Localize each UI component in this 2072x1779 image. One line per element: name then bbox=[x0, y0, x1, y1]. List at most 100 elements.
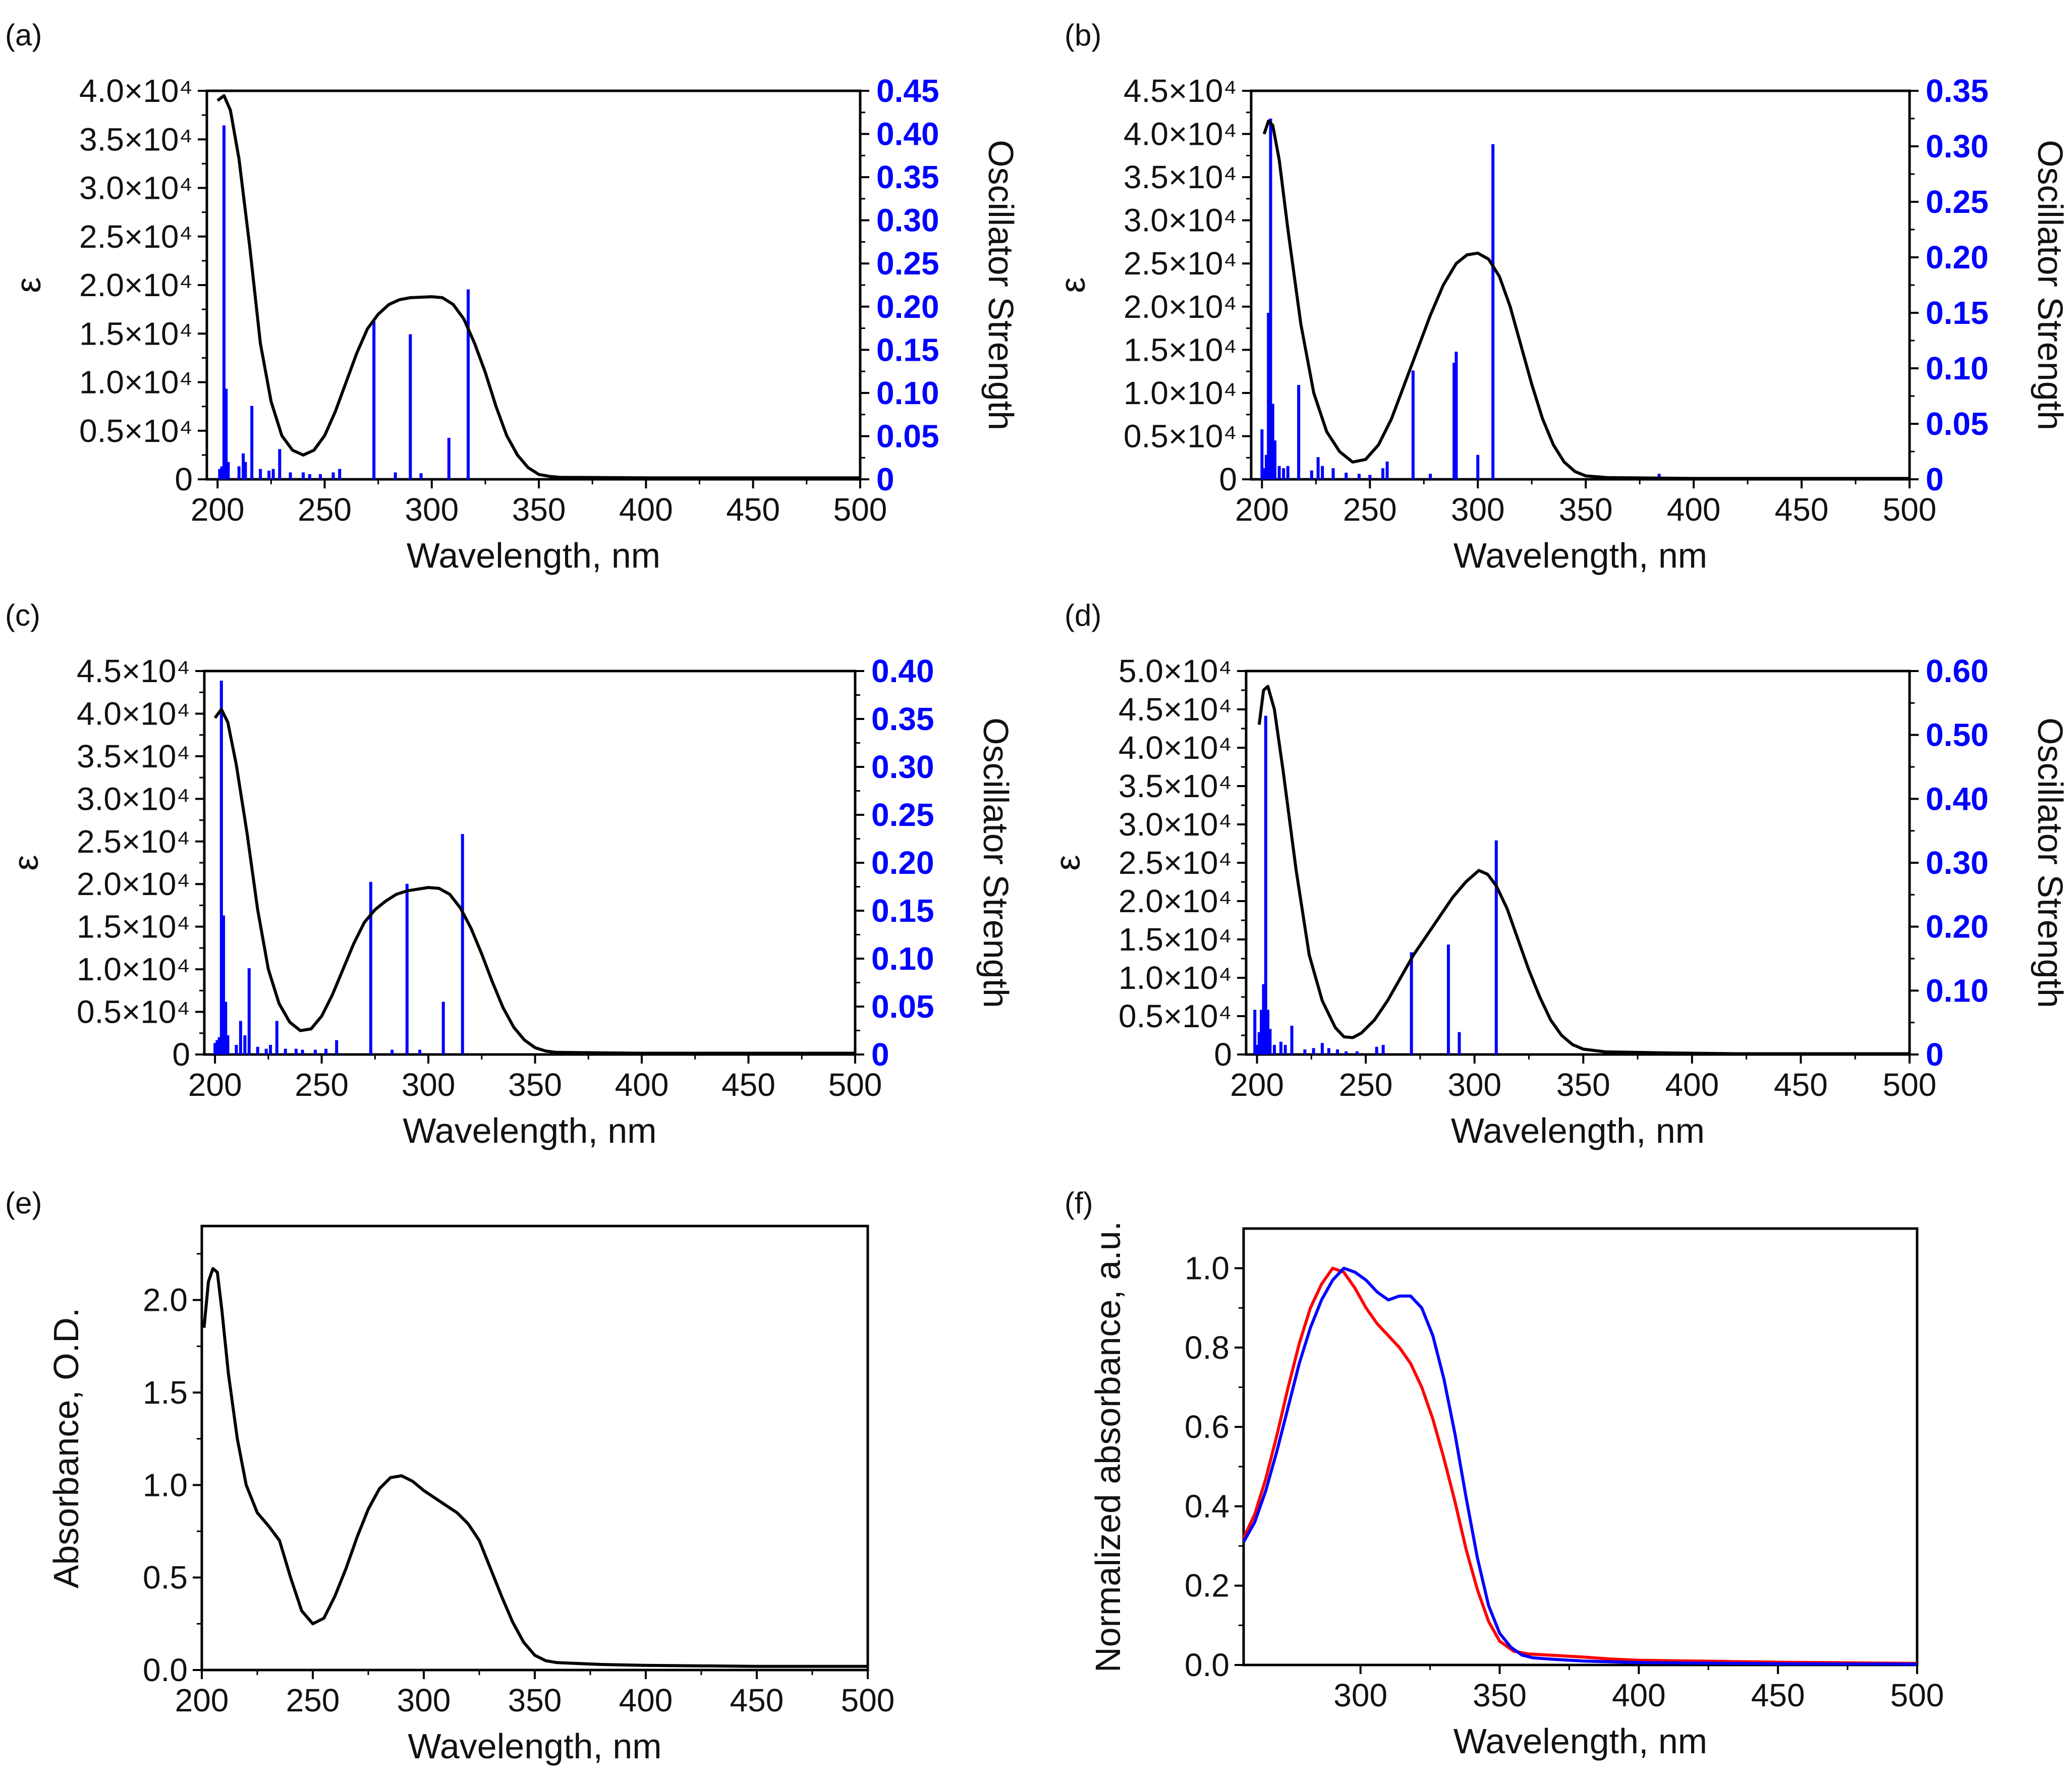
x-tick-label: 250 bbox=[295, 1067, 349, 1103]
x-axis-title: Wavelength, nm bbox=[1453, 536, 1707, 575]
y-tick-label: 3.0×10⁴ bbox=[79, 170, 193, 206]
x-tick-label: 500 bbox=[1883, 491, 1937, 528]
x-tick-label: 350 bbox=[512, 491, 566, 528]
y-tick-label: 2.5×10⁴ bbox=[79, 218, 193, 255]
y2-axis-title: Oscillator Strength bbox=[2031, 717, 2070, 1008]
panel-label-a: (a) bbox=[5, 18, 42, 52]
y-axis-title: Absorbance, O.D. bbox=[46, 1308, 86, 1588]
spectrum-curve bbox=[216, 94, 860, 480]
y2-tick-label: 0 bbox=[1926, 1036, 1944, 1073]
y-tick-label: 0 bbox=[1214, 1036, 1232, 1073]
panel-label-b: (b) bbox=[1065, 18, 1101, 52]
x-axis-title: Wavelength, nm bbox=[1453, 1721, 1707, 1761]
y-tick-label: 0 bbox=[172, 1036, 190, 1073]
x-axis-title: Wavelength, nm bbox=[403, 1111, 656, 1150]
y2-axis-title: Oscillator Strength bbox=[2031, 140, 2070, 430]
y2-tick-label: 0.35 bbox=[876, 159, 939, 195]
y2-tick-label: 0.35 bbox=[871, 701, 934, 737]
series-line-blue bbox=[1242, 1266, 1918, 1666]
y-tick-label: 1.0 bbox=[1185, 1250, 1229, 1287]
panel-label-d: (d) bbox=[1065, 598, 1101, 632]
y2-tick-label: 0.20 bbox=[1926, 239, 1989, 275]
y-tick-label: 0 bbox=[175, 461, 193, 497]
y-axis-title: Normalized absorbance, a.u. bbox=[1088, 1221, 1128, 1673]
x-axis-title: Wavelength, nm bbox=[408, 1727, 661, 1766]
y2-tick-label: 0.10 bbox=[1926, 350, 1989, 386]
y-tick-label: 3.5×10⁴ bbox=[79, 121, 193, 157]
y-tick-label: 0.6 bbox=[1185, 1409, 1229, 1445]
y-tick-label: 0.2 bbox=[1185, 1568, 1229, 1604]
panel-e: (e) 200 250 300 350 400 450 500 Wavelength, nm 0.… bbox=[5, 1186, 894, 1766]
y2-tick-label: 0.20 bbox=[876, 289, 939, 325]
x-tick-label: 350 bbox=[508, 1682, 562, 1718]
y2-tick-label: 0.05 bbox=[1926, 406, 1989, 442]
x-tick-label: 200 bbox=[1235, 491, 1289, 528]
y2-tick-label: 0.30 bbox=[876, 202, 939, 239]
x-tick-label: 200 bbox=[191, 491, 245, 528]
y2-tick-label: 0.05 bbox=[871, 988, 934, 1025]
y2-tick-label: 0.35 bbox=[1926, 73, 1989, 109]
y-tick-label: 4.0×10⁴ bbox=[1118, 730, 1232, 766]
x-tick-label: 450 bbox=[721, 1067, 775, 1103]
x-tick-label: 450 bbox=[1751, 1677, 1805, 1713]
y-tick-label: 1.0 bbox=[143, 1467, 188, 1503]
x-tick-label: 450 bbox=[1775, 491, 1829, 528]
y-tick-label: 3.0×10⁴ bbox=[77, 781, 190, 817]
panel-label-c: (c) bbox=[5, 598, 40, 632]
y2-tick-label: 0 bbox=[871, 1036, 889, 1073]
y2-tick-label: 0.10 bbox=[1926, 972, 1989, 1009]
x-tick-label: 300 bbox=[405, 491, 459, 528]
y2-tick-label: 0.25 bbox=[1926, 184, 1989, 220]
panel-a: (a) 200 250 300 350 400 450 500 Wavelength, nm 0 0… bbox=[5, 18, 1021, 575]
x-tick-label: 400 bbox=[615, 1067, 669, 1103]
plot-frame bbox=[1245, 670, 1911, 1056]
y-tick-label: 0.5 bbox=[143, 1560, 188, 1596]
spectrum-curve bbox=[213, 708, 855, 1055]
y-tick-label: 0.4 bbox=[1185, 1488, 1229, 1524]
y-tick-label: 2.5×10⁴ bbox=[1124, 245, 1237, 282]
x-tick-label: 500 bbox=[833, 491, 887, 528]
y2-tick-label: 0.15 bbox=[871, 893, 934, 929]
x-tick-label: 450 bbox=[1774, 1067, 1828, 1103]
x-tick-label: 350 bbox=[1556, 1067, 1610, 1103]
y-tick-label: 0.8 bbox=[1185, 1329, 1229, 1366]
panel-f: (f) 300 350 400 450 500 Wavelength, nm 0.0 0.2 0.… bbox=[1065, 1186, 1944, 1761]
plot-frame bbox=[1250, 89, 1911, 481]
plot-frame bbox=[1242, 1227, 1919, 1666]
x-tick-label: 450 bbox=[730, 1682, 784, 1718]
spectrum-curve bbox=[1262, 119, 1910, 480]
y2-tick-label: 0.30 bbox=[1926, 845, 1989, 881]
y2-tick-label: 0.10 bbox=[871, 940, 934, 977]
y-tick-label: 1.0×10⁴ bbox=[1124, 375, 1237, 411]
y-tick-label: 0 bbox=[1219, 461, 1237, 497]
spectrum-curve bbox=[1257, 685, 1910, 1055]
y-axis-title: ε bbox=[1048, 855, 1087, 870]
y-tick-label: 1.5 bbox=[143, 1374, 188, 1411]
y2-tick-label: 0.40 bbox=[876, 116, 939, 152]
x-tick-label: 400 bbox=[619, 491, 673, 528]
panel-label-f: (f) bbox=[1065, 1186, 1093, 1220]
x-tick-label: 400 bbox=[1667, 491, 1721, 528]
y2-tick-label: 0.10 bbox=[876, 375, 939, 411]
x-tick-label: 500 bbox=[841, 1682, 895, 1718]
x-tick-label: 500 bbox=[1883, 1067, 1937, 1103]
y2-tick-label: 0.25 bbox=[876, 245, 939, 282]
x-tick-label: 250 bbox=[1343, 491, 1397, 528]
y-tick-label: 2.5×10⁴ bbox=[1118, 845, 1232, 881]
y-tick-label: 0.0 bbox=[143, 1652, 188, 1688]
y-tick-label: 2.5×10⁴ bbox=[77, 823, 190, 860]
y2-tick-label: 0 bbox=[876, 461, 894, 497]
x-tick-label: 400 bbox=[1665, 1067, 1719, 1103]
y-tick-label: 1.5×10⁴ bbox=[77, 909, 190, 945]
series-line-red bbox=[1242, 1266, 1918, 1665]
y-tick-label: 4.5×10⁴ bbox=[77, 653, 190, 689]
x-tick-label: 350 bbox=[1473, 1677, 1527, 1713]
y2-tick-label: 0.40 bbox=[1926, 781, 1989, 817]
y-tick-label: 0.0 bbox=[1185, 1647, 1229, 1683]
y-tick-label: 3.0×10⁴ bbox=[1118, 806, 1232, 843]
y2-tick-label: 0 bbox=[1926, 461, 1944, 497]
y-tick-label: 4.0×10⁴ bbox=[77, 695, 190, 732]
plot-frame bbox=[205, 89, 862, 481]
y2-tick-label: 0.15 bbox=[876, 331, 939, 368]
